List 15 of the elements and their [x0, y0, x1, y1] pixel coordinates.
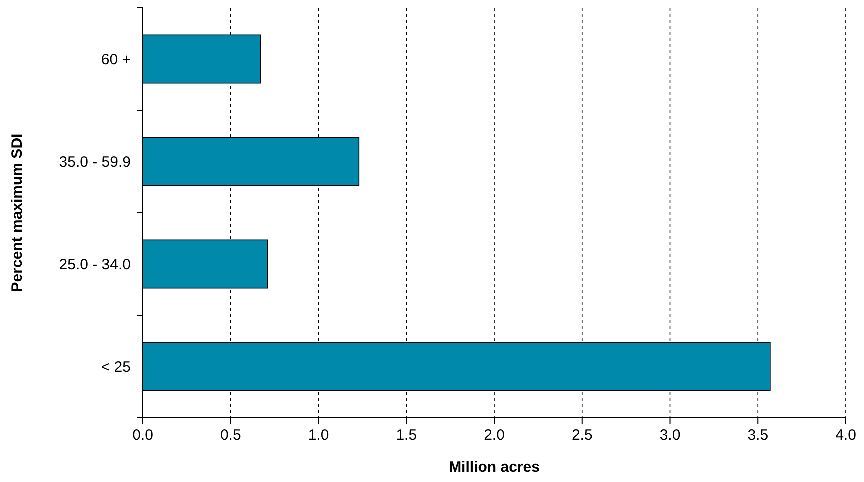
x-tick-label: 4.0	[836, 427, 856, 444]
y-tick-label: < 25	[101, 359, 131, 376]
x-tick-label: 0.5	[220, 427, 242, 444]
x-tick-label: 1.0	[308, 427, 330, 444]
y-tick-label: 25.0 - 34.0	[59, 256, 131, 274]
y-tick-label: 35.0 - 59.9	[59, 154, 131, 171]
x-tick-label: 3.0	[660, 427, 681, 444]
x-tick-label: 0.0	[132, 427, 154, 444]
y-axis-title: Percent maximum SDI	[9, 134, 26, 292]
x-tick-label: 2.5	[572, 427, 593, 444]
x-tick-label: 1.5	[396, 427, 418, 444]
x-tick-label: 2.0	[484, 427, 505, 444]
x-tick-label: 3.5	[748, 427, 769, 444]
x-axis-title: Million acres	[449, 459, 540, 476]
y-tick-label: 60 +	[101, 52, 132, 68]
